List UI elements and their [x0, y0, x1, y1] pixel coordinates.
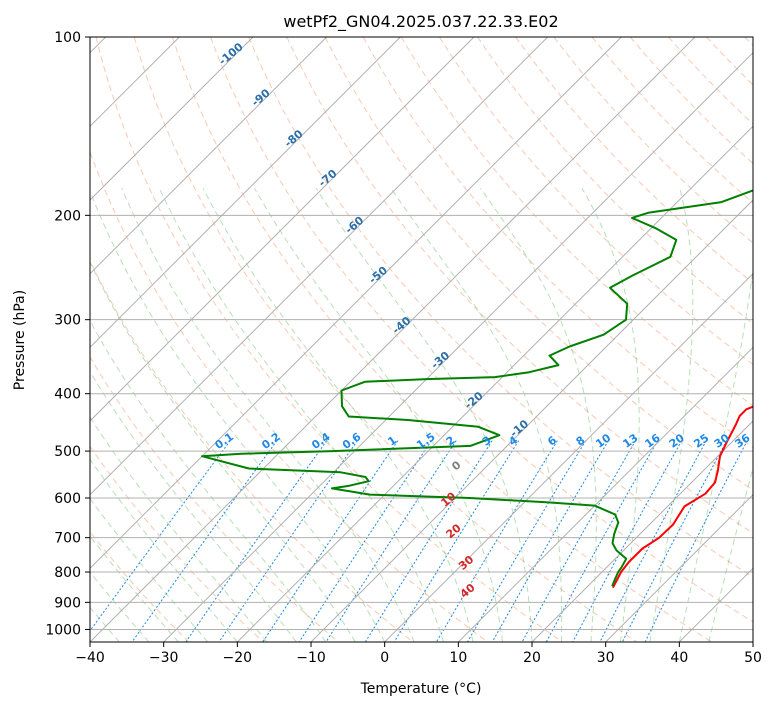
isotherm-line: [0, 37, 327, 642]
mixing-ratio-label: 0.1: [213, 430, 236, 452]
dry-adiabat-line: [707, 37, 775, 642]
dry-adiabat-label: -30: [429, 349, 453, 372]
x-tick-label: 50: [744, 650, 762, 666]
isotherm-line: [679, 37, 775, 642]
mixing-ratio-label: 10: [593, 431, 613, 451]
isotherm-line: [237, 37, 775, 642]
dry-adiabat-line: [0, 37, 189, 642]
y-axis-ticks: 100 200 300 400 500 600 700 800 900 1000: [45, 30, 90, 638]
dry-adiabat-label: -70: [316, 167, 340, 190]
dry-adiabat-line: [0, 37, 264, 642]
temperature-profile-line: [613, 37, 775, 588]
mixing-ratio-label: 0.2: [259, 430, 282, 452]
moist-adiabat-label: 0: [449, 458, 463, 473]
mixing-ratio-label: 30: [712, 431, 732, 451]
x-tick-label: 20: [523, 650, 541, 666]
isotherm-line: [0, 37, 474, 642]
isotherm-line: [0, 37, 253, 642]
moist-adiabat-line: [89, 188, 385, 642]
mixing-ratio-label: 13: [621, 431, 641, 450]
y-tick-label: 400: [54, 387, 81, 403]
mixing-ratio-label: 16: [643, 431, 663, 451]
dry-adiabat-label: -40: [390, 314, 414, 337]
x-tick-label: −10: [296, 650, 326, 666]
isotherm-line: [90, 37, 695, 642]
isotherm-line: [0, 37, 400, 642]
mixing-ratio-line: [365, 441, 492, 642]
mixing-ratio-label: 0.4: [309, 430, 333, 452]
y-tick-label: 800: [54, 565, 81, 581]
isotherm-line: [311, 37, 775, 642]
y-tick-label: 700: [54, 531, 81, 547]
x-tick-label: 10: [449, 650, 467, 666]
x-axis-ticks: −40 −30 −20 −10 0 10 20 30 40 50: [75, 642, 762, 666]
dry-adiabat-line: [668, 37, 775, 642]
moist-adiabat-label: 30: [456, 553, 476, 573]
dry-adiabat-line: [20, 37, 413, 642]
mixing-ratio-line: [326, 441, 456, 642]
isotherm-line: [753, 37, 775, 642]
x-tick-label: −30: [149, 650, 179, 666]
chart-title: wetPf2_GN04.2025.037.22.33.E02: [283, 12, 558, 32]
isotherms: [0, 37, 775, 642]
plot-frame: [90, 37, 753, 642]
x-tick-label: −20: [223, 650, 253, 666]
x-tick-label: 0: [380, 650, 389, 666]
dry-adiabat-line: [592, 37, 775, 642]
mixing-ratio-line: [82, 441, 231, 642]
dry-adiabats: [0, 37, 775, 642]
moist-adiabat-label: 10: [438, 489, 458, 509]
y-tick-label: 1000: [45, 622, 81, 638]
y-axis-label: Pressure (hPa): [12, 290, 28, 390]
moist-adiabat-line: [122, 188, 414, 642]
moist-adiabat-line: [0, 188, 237, 642]
y-tick-label: 300: [54, 313, 81, 329]
dry-adiabat-label: -20: [462, 389, 486, 412]
dry-adiabat-line: [745, 37, 775, 642]
mixing-ratio-label: 0.6: [340, 430, 364, 452]
dry-adiabat-label: -100: [216, 40, 246, 68]
mixing-ratio-label: 20: [667, 431, 687, 451]
mixing-ratio-line: [132, 441, 277, 642]
dry-adiabat-label: -50: [366, 264, 390, 287]
isotherm-line: [164, 37, 769, 642]
mixing-ratio-line: [645, 441, 747, 642]
moist-adiabat-line: [582, 188, 639, 642]
y-tick-label: 600: [54, 491, 81, 507]
moist-adiabat-line: [0, 188, 178, 642]
dry-adiabat-line: [58, 37, 488, 642]
moist-adiabat-line: [0, 188, 208, 642]
dry-adiabat-line: [0, 37, 338, 642]
isotherm-line: [16, 37, 621, 642]
mixing-ratio-label: 36: [733, 431, 753, 451]
mixing-ratio-line: [492, 441, 608, 642]
x-tick-label: 30: [597, 650, 615, 666]
dry-adiabat-line: [134, 37, 637, 642]
dry-adiabat-label: -80: [282, 127, 306, 150]
moist-adiabat-label: 40: [458, 581, 478, 601]
y-tick-label: 100: [54, 30, 81, 46]
moist-adiabat-line: [60, 188, 356, 642]
y-tick-label: 500: [54, 444, 81, 460]
dry-adiabat-label: -90: [249, 86, 273, 109]
x-tick-label: 40: [670, 650, 688, 666]
moist-adiabat-line: [0, 188, 267, 642]
x-tick-label: −40: [75, 650, 105, 666]
mixing-ratio-label: 25: [691, 431, 711, 450]
x-axis-label: Temperature (°C): [360, 681, 482, 697]
y-tick-label: 200: [54, 208, 81, 224]
y-tick-label: 900: [54, 595, 81, 611]
moist-adiabat-line: [9, 188, 297, 642]
moist-adiabats: [0, 188, 775, 642]
dry-adiabat-label: -60: [343, 214, 367, 237]
moist-adiabat-label: 20: [444, 521, 464, 541]
